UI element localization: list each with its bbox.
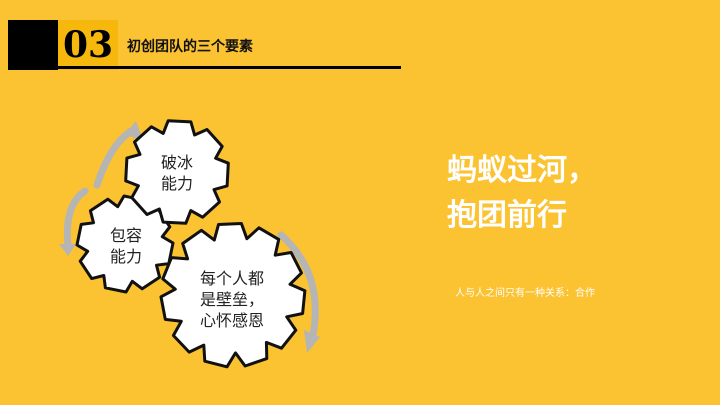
section-number: 03 bbox=[62, 24, 114, 66]
gear-label-icebreak: 破冰 能力 bbox=[160, 153, 193, 193]
gear-barrier bbox=[159, 222, 307, 369]
curved-arrow-right bbox=[277, 231, 319, 344]
gear-label-tolerance: 包容 能力 bbox=[109, 226, 142, 266]
slogan-line-1: 蚂蚁过河， bbox=[447, 153, 597, 188]
slogan-line-2: 抱团前行 bbox=[447, 198, 567, 233]
section-title: 初创团队的三个要素 bbox=[127, 39, 253, 55]
arrowhead-top bbox=[124, 121, 143, 140]
arrowhead-right bbox=[304, 330, 320, 353]
subtitle: 人与人之间只有一种关系：合作 bbox=[455, 288, 595, 299]
gear-icebreak bbox=[124, 119, 230, 225]
header-black-block bbox=[8, 20, 58, 70]
section-number-box: 03 bbox=[58, 20, 118, 70]
curved-arrow-left bbox=[63, 187, 89, 250]
arrowhead-left bbox=[59, 244, 76, 256]
slogan: 蚂蚁过河， 抱团前行 bbox=[447, 148, 597, 238]
gear-label-barrier: 每个人都 是壁垒， 心怀感恩 bbox=[199, 269, 264, 330]
title-underline bbox=[58, 66, 401, 69]
